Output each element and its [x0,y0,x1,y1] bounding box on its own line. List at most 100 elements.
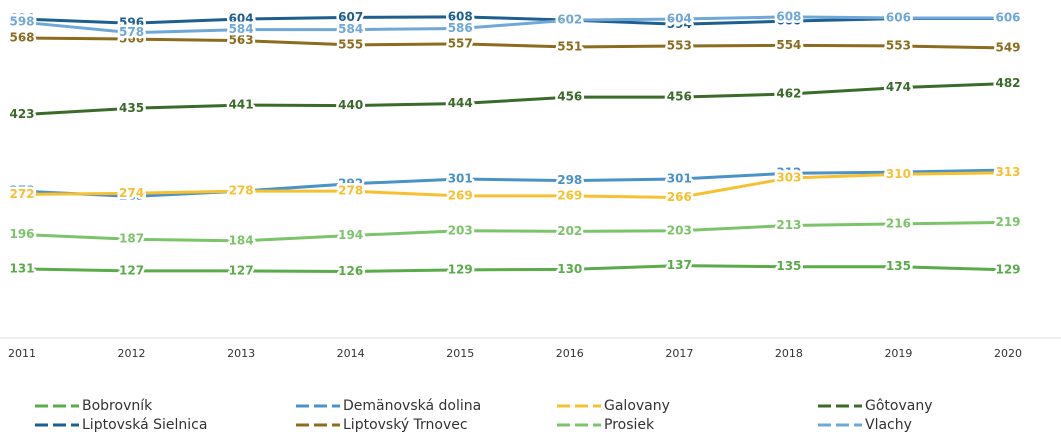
data-label: 278 [9,184,34,198]
x-tick-label: 2012 [118,347,146,360]
x-tick-label: 2013 [227,347,255,360]
x-tick-label: 2019 [884,347,912,360]
data-label: 127 [229,263,254,277]
data-label: 435 [119,101,144,115]
data-label: 303 [776,170,801,184]
legend-label: Prosiek [604,417,655,432]
data-label: 187 [119,232,144,246]
legend-label: Bobrovník [82,398,153,414]
data-label: 312 [776,166,801,180]
data-label: 608 [448,9,473,23]
data-label: 602 [557,13,582,27]
data-label: 594 [667,17,692,31]
data-label: 604 [667,12,692,26]
data-label: 606 [995,10,1020,24]
data-label: 605 [995,11,1020,25]
series-line [21,15,1008,35]
data-label: 135 [776,259,801,273]
series-line [21,220,1009,243]
data-label: 462 [776,87,801,101]
series-line [21,168,1009,198]
data-label: 557 [448,36,473,50]
data-label: 608 [776,9,801,23]
series-line [21,171,1009,200]
legend-label: Demänovská dolina [343,398,481,414]
x-tick-label: 2015 [446,347,474,360]
data-label: 301 [448,172,473,186]
data-label: 269 [448,188,473,202]
data-label: 313 [995,165,1020,179]
data-label: 301 [667,172,692,186]
data-label: 555 [338,37,363,51]
x-tick-label: 2016 [556,347,584,360]
data-label: 604 [229,12,254,26]
data-label: 272 [9,187,34,201]
legend-label: Vlachy [865,417,912,432]
data-label: 474 [886,80,911,94]
series-line [21,264,1009,273]
data-label: 137 [667,258,692,272]
data-label: 196 [9,227,34,241]
data-label: 268 [119,189,144,203]
legend-label: Gôtovany [865,398,933,414]
data-label: 216 [886,216,911,230]
data-label: 274 [119,186,144,200]
data-label: 278 [338,184,363,198]
data-label: 314 [886,165,911,179]
data-label: 126 [338,264,363,278]
data-label: 440 [338,98,363,112]
data-label: 318 [995,163,1020,177]
legend-label: Liptovská Sielnica [82,417,207,432]
x-tick-label: 2020 [994,347,1022,360]
legend-label: Galovany [604,398,670,414]
data-label: 292 [338,176,363,190]
data-label: 131 [9,261,34,275]
data-label: 310 [886,167,911,181]
data-label: 129 [448,262,473,276]
data-label: 554 [776,38,801,52]
data-label: 456 [667,90,692,104]
data-label: 184 [229,233,254,247]
data-label: 441 [229,98,254,112]
lines [21,15,1009,273]
data-label: 202 [557,224,582,238]
data-label: 423 [9,107,34,121]
data-label: 584 [338,22,363,36]
data-label: 278 [229,184,254,198]
data-label: 269 [557,188,582,202]
data-label: 130 [557,262,582,276]
data-label: 605 [886,11,911,25]
data-label: 607 [338,10,363,24]
data-label: 194 [338,228,363,242]
data-label: 586 [448,21,473,35]
data-label: 203 [448,223,473,237]
x-tick-label: 2017 [665,347,693,360]
data-label: 298 [557,173,582,187]
data-label: 551 [557,40,582,54]
data-label: 596 [119,16,144,30]
data-label: 444 [448,96,473,110]
data-label: 578 [119,25,144,39]
data-label: 602 [557,13,582,27]
data-label: 606 [886,10,911,24]
x-tick-label: 2011 [8,347,36,360]
data-label: 600 [776,14,801,28]
data-label: 278 [229,184,254,198]
x-tick-label: 2018 [775,347,803,360]
data-label: 598 [9,15,34,29]
data-label: 566 [119,32,144,46]
data-label: 604 [9,12,34,26]
data-label: 127 [119,263,144,277]
data-label: 553 [667,38,692,52]
series-line [21,36,1009,50]
data-label: 563 [229,33,254,47]
data-label: 203 [667,223,692,237]
data-label: 553 [886,38,911,52]
data-label: 266 [667,190,692,204]
data-label: 456 [557,90,582,104]
data-label: 482 [995,76,1020,90]
data-label: 213 [776,218,801,232]
data-label: 568 [9,31,34,45]
